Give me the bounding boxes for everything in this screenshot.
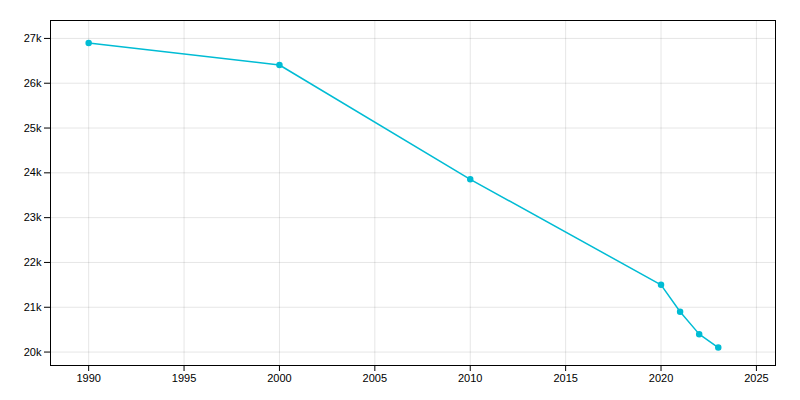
svg-text:2005: 2005 — [363, 372, 387, 384]
svg-text:23k: 23k — [24, 211, 42, 223]
svg-text:20k: 20k — [24, 346, 42, 358]
svg-text:1990: 1990 — [76, 372, 100, 384]
svg-text:2025: 2025 — [744, 372, 768, 384]
svg-text:21k: 21k — [24, 301, 42, 313]
svg-text:2000: 2000 — [267, 372, 291, 384]
svg-text:2020: 2020 — [649, 372, 673, 384]
svg-text:24k: 24k — [24, 166, 42, 178]
svg-text:22k: 22k — [24, 256, 42, 268]
svg-text:27k: 27k — [24, 32, 42, 44]
svg-text:2015: 2015 — [553, 372, 577, 384]
svg-text:2010: 2010 — [458, 372, 482, 384]
svg-text:25k: 25k — [24, 122, 42, 134]
svg-text:26k: 26k — [24, 77, 42, 89]
svg-text:1995: 1995 — [172, 372, 196, 384]
